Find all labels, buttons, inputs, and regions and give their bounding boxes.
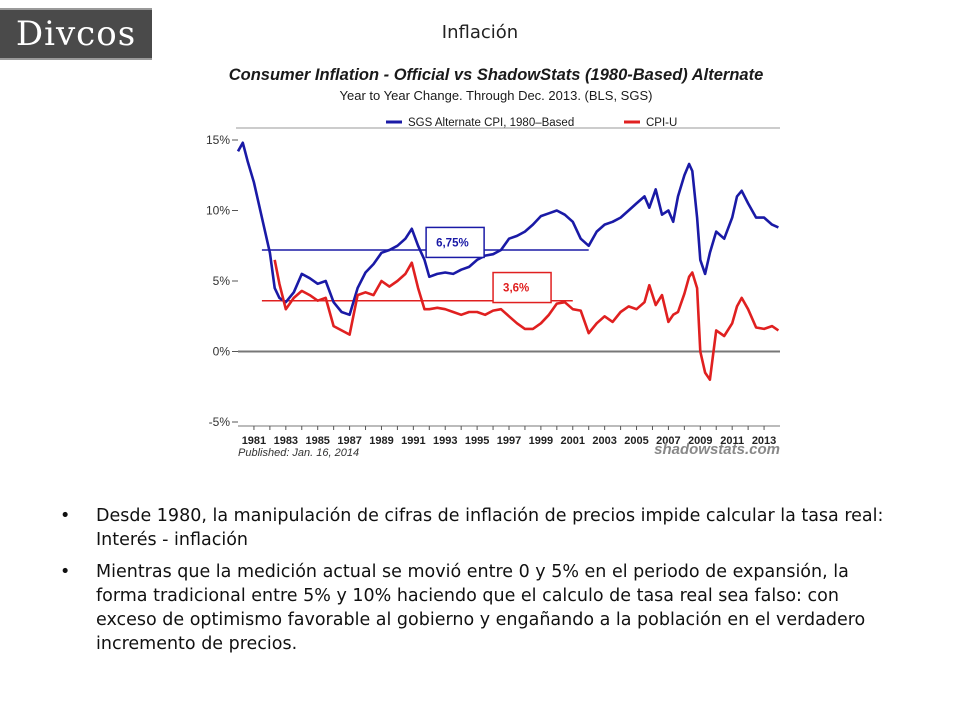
series-lines [236, 141, 780, 382]
bullet-item: • Mientras que la medición actual se mov… [60, 560, 900, 656]
x-tick-label: 1991 [401, 435, 425, 447]
x-tick-label: 1987 [337, 435, 361, 447]
chart-legend: SGS Alternate CPI, 1980–Based CPI-U [386, 117, 677, 129]
x-axis: 1981 1983 1985 1987 1989 1991 1993 1995 1997 1999… [238, 425, 780, 447]
y-axis: 15% 10% 5% 0% -5% [206, 133, 780, 429]
x-tick-label: 2007 [656, 435, 680, 447]
source-note: shadowstats.com [654, 441, 780, 458]
x-tick-label: 2009 [688, 435, 712, 447]
x-tick-label: 1983 [274, 435, 298, 447]
x-tick-label: 2011 [720, 435, 744, 447]
sgs-average-label: 6,75% [436, 237, 469, 249]
sgs-average-box [425, 226, 485, 259]
annotations: 6,75% 3,6% [425, 226, 552, 304]
x-tick-label: 1981 [242, 435, 266, 447]
company-logo: Divcos [0, 8, 152, 60]
y-tick-label: 15% [206, 133, 230, 147]
x-tick-label: 1993 [433, 435, 457, 447]
bullet-marker: • [60, 506, 71, 526]
x-tick-label: 2001 [561, 435, 585, 447]
published-note: Published: Jan. 16, 2014 [238, 447, 359, 459]
cpi-average-label: 3,6% [503, 283, 529, 295]
x-tick-label: 1997 [497, 435, 521, 447]
chart-svg: Consumer Inflation - Official vs ShadowS… [206, 66, 780, 459]
y-tick-label: -5% [209, 415, 231, 429]
bullet-text: Desde 1980, la manipulación de cifras de… [96, 506, 884, 550]
bullet-item: • Desde 1980, la manipulación de cifras … [60, 504, 900, 552]
x-tick-label: 2005 [624, 435, 648, 447]
x-tick-label: 1995 [465, 435, 489, 447]
x-tick-label: 1999 [529, 435, 553, 447]
x-tick-label: 1985 [305, 435, 329, 447]
chart-title: Consumer Inflation - Official vs ShadowS… [229, 66, 764, 84]
bullet-text: Mientras que la medición actual se movió… [96, 562, 866, 654]
logo-text: Divcos [15, 14, 137, 54]
bullet-list: • Desde 1980, la manipulación de cifras … [60, 504, 900, 664]
y-tick-label: 10% [206, 204, 230, 218]
bullet-marker: • [60, 562, 71, 582]
y-tick-label: 5% [213, 274, 231, 288]
slide-title: Inflación [441, 22, 519, 43]
sgs-cpi-line [236, 141, 779, 317]
x-tick-label: 2003 [592, 435, 616, 447]
legend-label-cpiu: CPI-U [646, 117, 677, 129]
chart-subtitle: Year to Year Change. Through Dec. 2013. … [340, 88, 653, 103]
inflation-chart: Consumer Inflation - Official vs ShadowS… [190, 56, 800, 468]
x-tick-label: 2013 [752, 435, 776, 447]
x-tick-label: 1989 [369, 435, 393, 447]
cpi-u-line [273, 259, 780, 382]
cpi-average-box [492, 271, 552, 304]
legend-label-sgs: SGS Alternate CPI, 1980–Based [408, 117, 574, 129]
y-tick-label: 0% [213, 345, 231, 359]
